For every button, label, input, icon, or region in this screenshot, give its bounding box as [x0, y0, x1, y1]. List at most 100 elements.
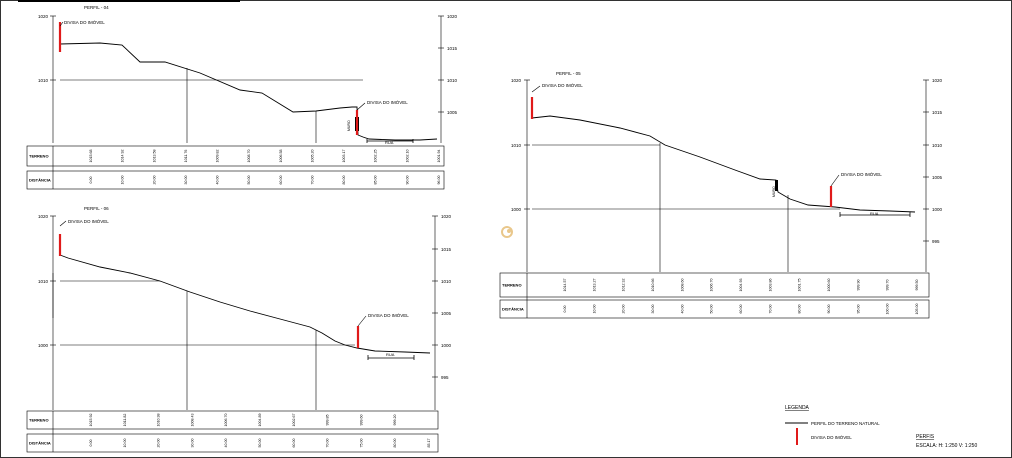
y-tick-label: 1020 — [38, 14, 49, 19]
terreno-value: 1014.57 — [563, 279, 567, 292]
row-label-terreno: TERRENO — [29, 418, 49, 423]
distancia-value: 20.00 — [622, 305, 626, 314]
terreno-value: 1005.20 — [311, 150, 315, 163]
distancia-value: 85.17 — [427, 439, 431, 448]
scale-note: PERFIS ESCALA: H: 1:250 V: 1:250 — [916, 434, 977, 449]
logo-watermark-icon — [501, 226, 513, 238]
y-tick-label: 1020 — [38, 214, 49, 219]
distancia-value: 50.00 — [710, 305, 714, 314]
terreno-value: 1006.70 — [224, 414, 228, 427]
y-tick-label: 1020 — [511, 78, 522, 83]
terreno-value: 999.60 — [359, 415, 363, 426]
distancia-value: 75.00 — [359, 439, 363, 448]
distancia-value: 70.00 — [311, 176, 315, 185]
terreno-value: 999.20 — [393, 415, 397, 426]
y-tick-label: 1010 — [447, 78, 458, 83]
divisa-label: DIVISA DO IMÓVEL — [841, 171, 882, 177]
legend-item-label: PERFIL DO TERRENO NATURAL — [811, 421, 880, 426]
rua-label: RUA — [870, 211, 879, 216]
y-tick-label: 1020 — [447, 14, 458, 19]
profile-title: PERFIL - 06 — [84, 206, 109, 211]
terreno-value: 1004.89 — [258, 414, 262, 427]
y-tick-label: 1010 — [932, 143, 943, 148]
terreno-value: 1011.76 — [184, 150, 188, 163]
y-tick-label: 1015 — [932, 110, 943, 115]
terreno-value: 1004.93 — [739, 279, 743, 292]
y-tick-label: 1010 — [38, 279, 49, 284]
terreno-value: 1015.68 — [89, 150, 93, 163]
distancia-value: 85.00 — [374, 176, 378, 185]
data-row-frame — [26, 170, 445, 190]
distancia-value: 50.00 — [258, 439, 262, 448]
profile-06: PERFIL - 06 1020 1010 1000 1020 1015 101… — [26, 206, 452, 453]
terreno-value: 1010.38 — [157, 414, 161, 427]
distancia-value: 60.00 — [292, 439, 296, 448]
distancia-value: 80.00 — [342, 176, 346, 185]
distancia-value: 40.00 — [216, 176, 220, 185]
terreno-value: 1002.10 — [405, 150, 409, 163]
distancia-value: 90.00 — [827, 305, 831, 314]
terreno-value: 1011.82 — [123, 414, 127, 427]
terreno-value: 1001.75 — [798, 279, 802, 292]
distancia-value: 10.00 — [121, 176, 125, 185]
data-row-frame — [26, 433, 439, 453]
distancia-value: 80.00 — [798, 305, 802, 314]
distancia-value: 60.00 — [279, 176, 283, 185]
y-tick-label: 1005 — [447, 110, 458, 115]
distancia-value: 96.00 — [437, 176, 441, 185]
legend-item-label: DIVISA DO IMÓVEL — [811, 434, 852, 440]
divisa-label: DIVISA DO IMÓVEL — [367, 99, 408, 105]
terreno-value: 1002.67 — [292, 414, 296, 427]
distancia-value: 70.00 — [326, 439, 330, 448]
distancia-value: 70.00 — [768, 305, 772, 314]
distancia-value: 10.00 — [592, 305, 596, 314]
y-tick-label: 1010 — [511, 143, 522, 148]
muro-block — [775, 180, 778, 191]
distancia-value: 80.00 — [393, 439, 397, 448]
terreno-value: 1008.60 — [680, 279, 684, 292]
terreno-value: 1015.92 — [89, 414, 93, 427]
distancia-value: 40.00 — [224, 439, 228, 448]
data-rows: TERRENO DISTÂNCIA 0.00 10.00 20.00 30.00 40.00… — [26, 145, 445, 190]
distancia-value: 100.00 — [886, 304, 890, 315]
distancia-value: 60.00 — [739, 305, 743, 314]
terreno-value: 999.85 — [326, 415, 330, 426]
data-row-frame — [26, 410, 439, 430]
y-tick-label: 1000 — [441, 343, 452, 348]
terreno-value: 1006.58 — [279, 150, 283, 163]
y-tick-label: 1020 — [932, 78, 943, 83]
y-tick-label: 1000 — [932, 207, 943, 212]
distancia-value: 0.00 — [89, 177, 93, 184]
y-tick-label: 1010 — [38, 78, 49, 83]
terreno-value: 1013.27 — [592, 279, 596, 292]
y-tick-label: 1000 — [511, 207, 522, 212]
terrain-profile-line — [531, 115, 916, 213]
muro-label: MURO — [347, 120, 351, 131]
row-label-distancia: DISTÂNCIA — [29, 441, 51, 446]
distancia-value: 0.00 — [89, 440, 93, 447]
y-tick-label: 1005 — [441, 311, 452, 316]
scale-title: PERFIS — [916, 434, 935, 440]
terreno-value: 999.50 — [915, 280, 919, 291]
row-label-distancia: DISTÂNCIA — [29, 178, 51, 183]
terreno-value: 1013.58 — [152, 150, 156, 163]
terreno-value: 1012.32 — [622, 279, 626, 292]
terreno-value: 1001.94 — [437, 150, 441, 163]
y-tick-label: 1015 — [441, 247, 452, 252]
distancia-value: 30.00 — [190, 439, 194, 448]
y-tick-label: 995 — [441, 375, 449, 380]
distancia-value: 10.00 — [123, 439, 127, 448]
y-tick-label: 1000 — [38, 343, 49, 348]
legend: LEGENDA PERFIL DO TERRENO NATURAL DIVISA… — [785, 405, 880, 445]
terreno-value: 1009.82 — [216, 150, 220, 163]
profile-title: PERFIL - 05 — [556, 71, 581, 76]
terreno-value: 1003.17 — [342, 150, 346, 163]
distancia-value: 0.00 — [563, 306, 567, 313]
row-label-terreno: TERRENO — [502, 283, 522, 288]
distancia-value: 30.00 — [184, 176, 188, 185]
rua-label: RUA — [386, 352, 395, 357]
terreno-value: 1010.66 — [651, 279, 655, 292]
terreno-value: 1000.60 — [827, 279, 831, 292]
